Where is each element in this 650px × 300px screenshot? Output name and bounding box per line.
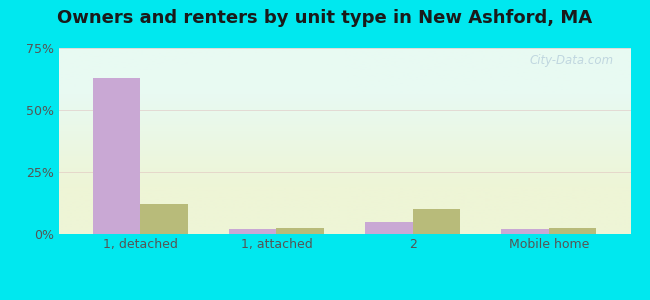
Text: Owners and renters by unit type in New Ashford, MA: Owners and renters by unit type in New A… — [57, 9, 593, 27]
Bar — [501, 229, 549, 234]
Bar — [140, 204, 188, 234]
Text: City-Data.com: City-Data.com — [529, 54, 614, 67]
Bar — [413, 209, 460, 234]
Bar — [229, 229, 276, 234]
Bar — [92, 78, 140, 234]
Legend: Owner occupied units, Renter occupied units: Owner occupied units, Renter occupied un… — [153, 299, 536, 300]
Bar — [276, 228, 324, 234]
Bar — [549, 228, 597, 234]
Bar — [365, 222, 413, 234]
